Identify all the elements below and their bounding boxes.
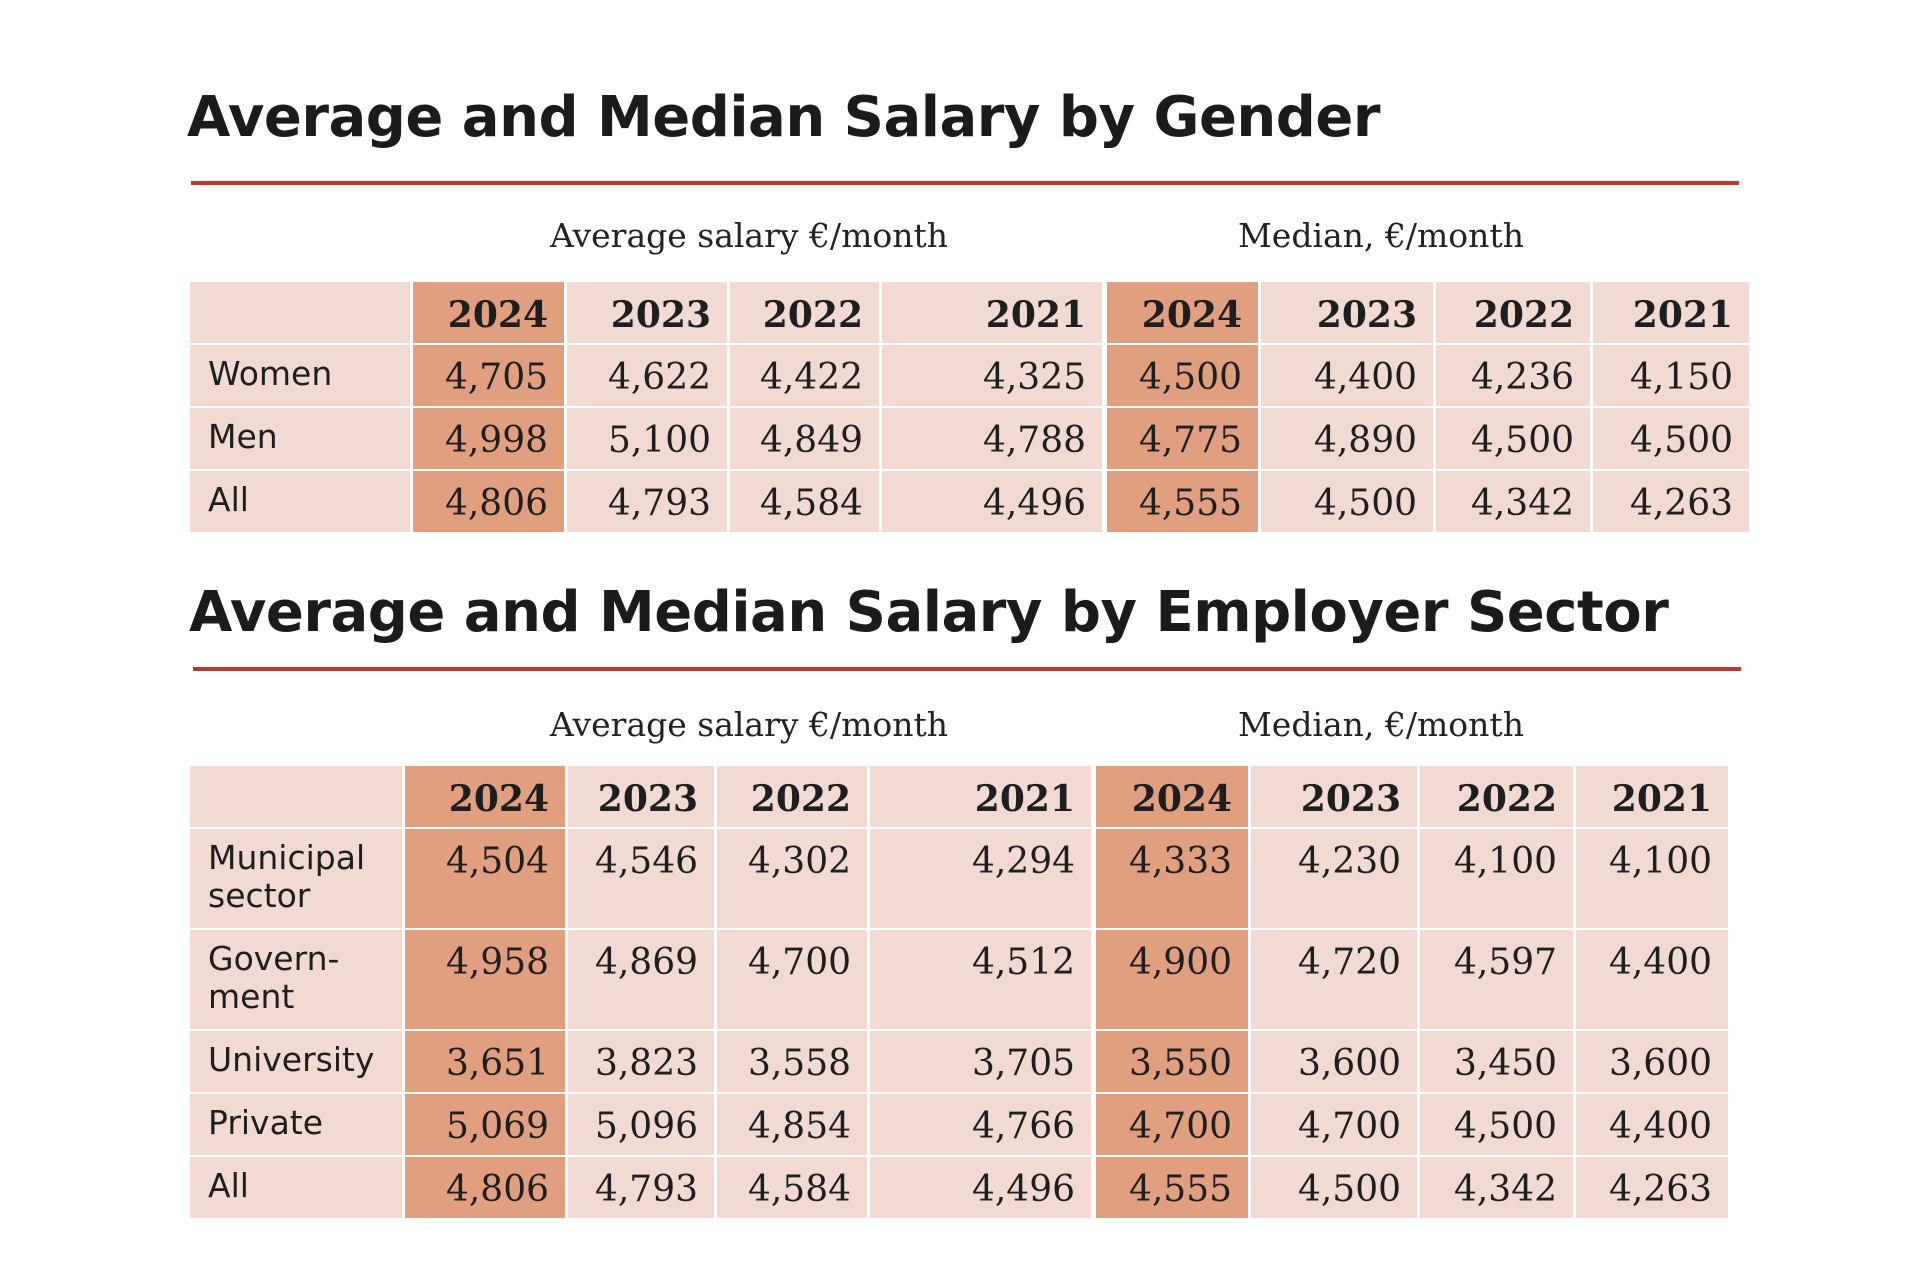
- average-value-cell: 5,069: [405, 1094, 565, 1155]
- average-year-header: 2023: [567, 282, 727, 343]
- title-divider: [191, 181, 1739, 185]
- average-value-cell: 4,700: [717, 930, 867, 1029]
- row-label: Govern- ment: [190, 930, 402, 1029]
- average-value-cell: 4,496: [882, 471, 1102, 532]
- average-year-header: 2021: [882, 282, 1102, 343]
- median-value-cell: 4,775: [1107, 408, 1258, 469]
- median-value-cell: 4,500: [1420, 1094, 1573, 1155]
- average-year-header: 2024: [405, 766, 565, 827]
- average-value-cell: 4,325: [882, 345, 1102, 406]
- row-label: Men: [190, 408, 410, 469]
- median-value-cell: 3,450: [1420, 1031, 1573, 1092]
- header-empty-cell: [190, 766, 402, 827]
- average-value-cell: 4,766: [870, 1094, 1091, 1155]
- median-year-header: 2023: [1251, 766, 1417, 827]
- median-value-cell: 4,500: [1107, 345, 1258, 406]
- average-value-cell: 3,823: [568, 1031, 714, 1092]
- average-year-header: 2022: [717, 766, 867, 827]
- average-value-cell: 4,584: [717, 1157, 867, 1218]
- median-year-header: 2024: [1096, 766, 1248, 827]
- median-value-cell: 4,342: [1420, 1157, 1573, 1218]
- median-year-header: 2022: [1420, 766, 1573, 827]
- median-value-cell: 4,555: [1096, 1157, 1248, 1218]
- row-label: All: [190, 1157, 402, 1218]
- average-group-label: Average salary €/month: [550, 705, 949, 744]
- title-divider: [193, 667, 1741, 671]
- median-year-header: 2021: [1576, 766, 1728, 827]
- average-value-cell: 4,806: [413, 471, 564, 532]
- average-value-cell: 4,584: [730, 471, 879, 532]
- median-value-cell: 4,597: [1420, 930, 1573, 1029]
- median-value-cell: 4,400: [1261, 345, 1433, 406]
- section-title: Average and Median Salary by Gender: [187, 85, 1380, 150]
- median-value-cell: 3,550: [1096, 1031, 1248, 1092]
- average-value-cell: 3,705: [870, 1031, 1091, 1092]
- median-value-cell: 4,500: [1593, 408, 1749, 469]
- median-value-cell: 4,100: [1576, 829, 1728, 928]
- median-value-cell: 4,400: [1576, 1094, 1728, 1155]
- average-value-cell: 4,302: [717, 829, 867, 928]
- average-year-header: 2022: [730, 282, 879, 343]
- average-year-header: 2023: [568, 766, 714, 827]
- average-value-cell: 4,705: [413, 345, 564, 406]
- average-value-cell: 4,504: [405, 829, 565, 928]
- average-value-cell: 4,793: [568, 1157, 714, 1218]
- median-value-cell: 4,342: [1436, 471, 1590, 532]
- header-empty-cell: [190, 282, 410, 343]
- average-group-label: Average salary €/month: [550, 216, 949, 255]
- average-value-cell: 4,294: [870, 829, 1091, 928]
- median-value-cell: 4,230: [1251, 829, 1417, 928]
- median-year-header: 2022: [1436, 282, 1590, 343]
- median-value-cell: 4,263: [1593, 471, 1749, 532]
- average-value-cell: 5,100: [567, 408, 727, 469]
- median-year-header: 2023: [1261, 282, 1433, 343]
- median-value-cell: 4,236: [1436, 345, 1590, 406]
- median-value-cell: 4,263: [1576, 1157, 1728, 1218]
- average-value-cell: 3,558: [717, 1031, 867, 1092]
- median-value-cell: 4,900: [1096, 930, 1248, 1029]
- average-value-cell: 5,096: [568, 1094, 714, 1155]
- median-year-header: 2024: [1107, 282, 1258, 343]
- median-value-cell: 4,500: [1251, 1157, 1417, 1218]
- average-value-cell: 4,958: [405, 930, 565, 1029]
- average-value-cell: 4,806: [405, 1157, 565, 1218]
- average-value-cell: 4,998: [413, 408, 564, 469]
- row-label: Women: [190, 345, 410, 406]
- median-value-cell: 4,700: [1096, 1094, 1248, 1155]
- median-value-cell: 3,600: [1576, 1031, 1728, 1092]
- section-title: Average and Median Salary by Employer Se…: [189, 580, 1669, 645]
- average-value-cell: 3,651: [405, 1031, 565, 1092]
- row-label: University: [190, 1031, 402, 1092]
- row-label: Private: [190, 1094, 402, 1155]
- median-group-label: Median, €/month: [1238, 705, 1524, 744]
- row-label: All: [190, 471, 410, 532]
- average-value-cell: 4,422: [730, 345, 879, 406]
- average-value-cell: 4,496: [870, 1157, 1091, 1218]
- average-value-cell: 4,854: [717, 1094, 867, 1155]
- median-value-cell: 4,500: [1261, 471, 1433, 532]
- median-group-label: Median, €/month: [1238, 216, 1524, 255]
- median-year-header: 2021: [1593, 282, 1749, 343]
- average-value-cell: 4,546: [568, 829, 714, 928]
- median-value-cell: 4,700: [1251, 1094, 1417, 1155]
- average-value-cell: 4,788: [882, 408, 1102, 469]
- median-value-cell: 3,600: [1251, 1031, 1417, 1092]
- average-value-cell: 4,512: [870, 930, 1091, 1029]
- median-value-cell: 4,500: [1436, 408, 1590, 469]
- average-value-cell: 4,849: [730, 408, 879, 469]
- average-year-header: 2024: [413, 282, 564, 343]
- median-value-cell: 4,890: [1261, 408, 1433, 469]
- average-year-header: 2021: [870, 766, 1091, 827]
- median-value-cell: 4,333: [1096, 829, 1248, 928]
- row-label: Municipal sector: [190, 829, 402, 928]
- average-value-cell: 4,622: [567, 345, 727, 406]
- median-value-cell: 4,100: [1420, 829, 1573, 928]
- median-value-cell: 4,400: [1576, 930, 1728, 1029]
- median-value-cell: 4,150: [1593, 345, 1749, 406]
- median-value-cell: 4,555: [1107, 471, 1258, 532]
- median-value-cell: 4,720: [1251, 930, 1417, 1029]
- average-value-cell: 4,869: [568, 930, 714, 1029]
- average-value-cell: 4,793: [567, 471, 727, 532]
